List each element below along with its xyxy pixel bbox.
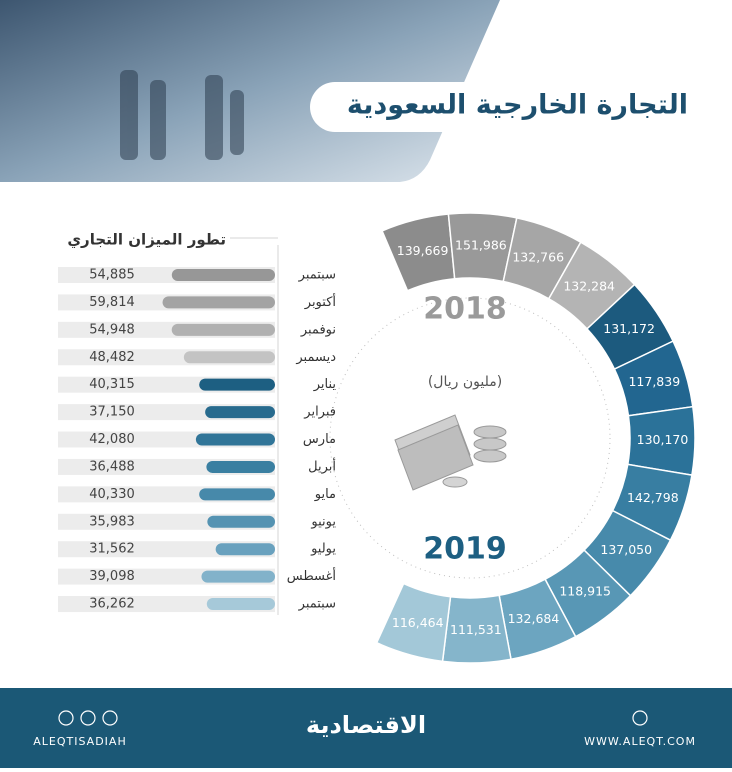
bar-value-label: 31,562 [89,542,135,557]
segment-value-label: 132,284 [563,278,615,293]
bar [199,488,275,501]
segment-value-label: 116,464 [392,615,444,630]
month-label: ديسمبر [295,350,336,365]
bar-value-label: 42,080 [89,432,135,447]
month-label: سبتمبر [298,597,336,612]
segment-value-label: 117,839 [628,374,680,389]
month-label: يناير [313,377,337,392]
segment-value-label: 132,766 [512,249,564,264]
segment-value-label: 118,915 [559,584,611,599]
guide-arc [329,297,611,579]
bar [171,269,275,281]
header-figures [120,70,244,160]
month-label: سبتمبر [298,268,336,283]
segment-value-label: 137,050 [600,542,652,557]
segment-value-label: 142,798 [627,490,679,505]
bar [201,570,275,583]
bar-value-label: 48,482 [89,350,135,365]
segment-value-label: 151,986 [455,237,507,252]
month-label: نوفمبر [300,322,336,337]
bar [206,460,275,473]
segment-value-label: 111,531 [450,622,502,637]
bar-chart-title: تطور الميزان التجاري [67,231,226,250]
month-label: أغسطس [287,567,336,584]
unit-label: (مليون ريال) [428,374,502,390]
footer-brand: الاقتصادية [306,711,426,739]
month-label: يوليو [310,542,336,557]
month-label: أكتوبر [304,293,336,310]
bar [171,323,275,336]
month-label: فبراير [303,405,336,420]
segment-value-label: 131,172 [603,321,655,336]
month-label: مارس [303,432,336,447]
bar [162,296,275,309]
month-label: مايو [314,487,336,502]
bar-value-label: 36,488 [89,459,135,474]
bar-value-label: 40,330 [89,487,135,502]
segment-value-label: 139,669 [397,243,449,258]
year-2018: 2018 [423,292,507,327]
bar-value-label: 59,814 [89,295,135,310]
bar-value-label: 37,150 [89,405,135,420]
footer-website: WWW.ALEQT.COM [584,735,696,748]
month-label: يونيو [310,514,336,529]
bar [195,433,275,446]
footer-handle: ALEQTISADIAH [33,735,126,748]
segment-value-label: 130,170 [637,432,689,447]
segment-value-label: 132,684 [508,611,560,626]
bar [207,515,275,528]
money-icon [394,414,507,491]
title-pill [310,82,700,132]
bar-value-label: 36,262 [89,597,135,612]
month-label: أبريل [308,457,336,474]
footer-band [0,688,732,768]
bar [199,378,275,391]
year-2019: 2019 [423,532,507,567]
bar-chart: 54,885 سبتمبر 59,814 أكتوبر 54,948 نوفمبر 48,4… [58,267,337,613]
bar-value-label: 54,885 [89,268,135,283]
bar-value-label: 40,315 [89,377,135,392]
bar [215,543,275,556]
bar [206,598,275,611]
page-title: التجارة الخارجية السعودية [347,90,688,121]
bar [205,406,275,419]
bar-value-label: 54,948 [89,322,135,337]
bar [183,351,275,364]
donut-chart: 139,669 151,986 132,766 132,284 131,172 117,8… [375,212,696,664]
bar-value-label: 39,098 [89,569,135,584]
social-icons [58,710,648,726]
bar-value-label: 35,983 [89,514,135,529]
donut-segment [375,582,452,663]
